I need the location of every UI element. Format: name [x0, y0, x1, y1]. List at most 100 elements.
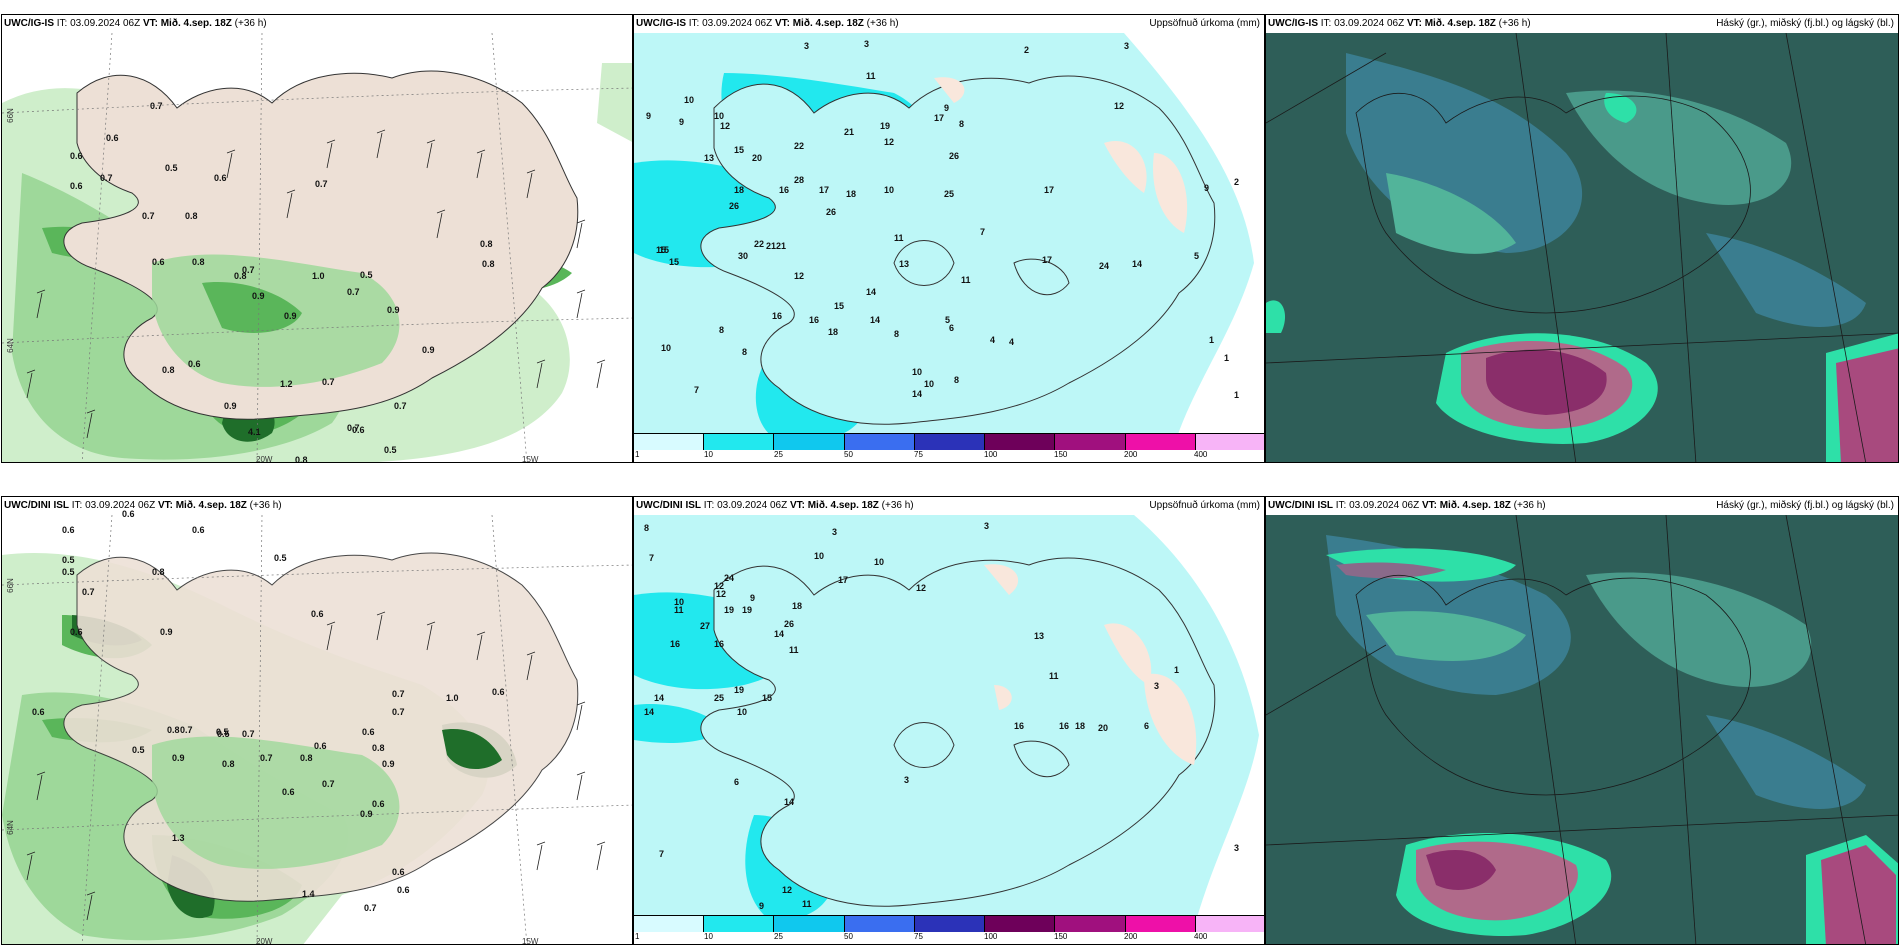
- cloud-map: [1266, 515, 1898, 944]
- precip-label: 16: [809, 315, 820, 325]
- precip-label: 18: [846, 189, 857, 199]
- precip-label: 15: [734, 145, 745, 155]
- precip-label: 2: [1234, 177, 1240, 187]
- precip-label: 6: [1144, 721, 1150, 731]
- precip-label: 14: [784, 797, 795, 807]
- precip-label: 18: [792, 601, 803, 611]
- precip-label: 17: [838, 575, 849, 585]
- colorbar-bin: [985, 916, 1056, 932]
- precip-label: 7: [694, 385, 700, 395]
- rain-label: 0.8: [152, 567, 165, 577]
- lat-label-64n: 64N: [5, 820, 15, 835]
- lon-label-20w: 20W: [256, 937, 273, 945]
- precip-label: 15: [834, 301, 845, 311]
- precip-label: 7: [980, 227, 986, 237]
- rain-label: 0.6: [106, 133, 119, 143]
- colorbar-tick: 10: [704, 450, 713, 459]
- colorbar-bin: [1195, 916, 1264, 932]
- precip-label: 8: [742, 347, 748, 357]
- precip-label: 15: [762, 693, 773, 703]
- rain-label: 0.8: [295, 455, 308, 463]
- colorbar-tick: 100: [984, 450, 998, 459]
- precip-label: 16: [1059, 721, 1070, 731]
- precip-label: 21: [844, 127, 855, 137]
- rain-label: 0.9: [422, 345, 435, 355]
- rain-label: 0.6: [122, 509, 135, 519]
- precip-map: [634, 515, 1264, 928]
- colorbar-tick: 25: [774, 932, 783, 941]
- precip-label: 10: [714, 111, 725, 121]
- precip-label: 20: [1098, 723, 1109, 733]
- rain-label: 0.7: [82, 587, 95, 597]
- rain-label: 0.6: [392, 867, 405, 877]
- lat-label-66n: 66N: [5, 578, 15, 593]
- rain-label: 0.7: [364, 903, 377, 913]
- precip-label: 27: [700, 621, 711, 631]
- rain-label: 0.7: [347, 287, 360, 297]
- rain-label: 0.5: [216, 727, 229, 737]
- precip-label: 19: [742, 605, 753, 615]
- rain-label: 0.6: [397, 885, 410, 895]
- lon-label-20w: 20W: [256, 455, 273, 463]
- rain-label: 0.6: [314, 741, 327, 751]
- precip-label: 22: [754, 239, 765, 249]
- precip-label: 20: [752, 153, 763, 163]
- precip-label: 11: [802, 899, 812, 909]
- precip-label: 16: [670, 639, 681, 649]
- rain-label: 0.6: [372, 799, 385, 809]
- rain-label: 0.7: [392, 689, 405, 699]
- rain-label: 0.6: [352, 425, 365, 435]
- precip-label: 7: [659, 849, 665, 859]
- panel-dini-clouds: UWC/DINI ISL IT: 03.09.2024 06Z VT: Mið.…: [1265, 496, 1899, 945]
- rain-label: 0.7: [322, 377, 335, 387]
- precip-label: 10: [684, 95, 695, 105]
- rain-label: 0.7: [242, 729, 255, 739]
- precip-label: 7: [649, 553, 655, 563]
- panel-subtitle: Háský (gr.), miðský (fj.bl.) og lágský (…: [1716, 18, 1894, 29]
- precip-label: 16: [779, 185, 790, 195]
- colorbar-bin: [914, 434, 986, 450]
- rain-label: 0.5: [217, 729, 230, 739]
- colorbar-bin: [1195, 434, 1264, 450]
- colorbar-bin: [1055, 434, 1126, 450]
- precip-label: 30: [738, 251, 749, 261]
- precip-label: 8: [959, 119, 965, 129]
- precip-label: 9: [944, 103, 950, 113]
- colorbar-bin: [704, 916, 775, 932]
- rain-label: 0.8: [234, 271, 247, 281]
- precip-label: 11: [674, 605, 684, 615]
- colorbar-tick: 400: [1194, 932, 1208, 941]
- precip-label: 17: [1042, 255, 1053, 265]
- rain-label: 0.7: [180, 725, 193, 735]
- precip-label: 14: [644, 707, 655, 717]
- rain-label: 0.6: [32, 707, 45, 717]
- precip-label: 10: [661, 343, 672, 353]
- precip-label: 3: [832, 527, 838, 537]
- precip-label: 18: [1075, 721, 1086, 731]
- rain-label: 0.9: [360, 809, 373, 819]
- precip-label: 13: [704, 153, 715, 163]
- precip-label: 18: [734, 185, 745, 195]
- precip-label: 14: [654, 693, 665, 703]
- rain-label: 0.7: [260, 753, 273, 763]
- precip-label: 12: [720, 121, 731, 131]
- colorbar-tick: 200: [1124, 450, 1138, 459]
- precip-label: 2: [1024, 45, 1030, 55]
- precip-label: 12: [1114, 101, 1125, 111]
- precip-label: 4: [990, 335, 996, 345]
- precip-label: 25: [714, 693, 725, 703]
- precip-label: 3: [804, 41, 810, 51]
- precip-map: [634, 33, 1264, 446]
- colorbar-bin: [704, 434, 775, 450]
- precip-label: 10: [924, 379, 935, 389]
- panel-dini-precip: UWC/DINI ISL IT: 03.09.2024 06Z VT: Mið.…: [633, 496, 1265, 945]
- precip-label: 12: [714, 581, 725, 591]
- precip-label: 11: [894, 233, 904, 243]
- precip-label: 16: [714, 639, 725, 649]
- precip-label: 9: [750, 593, 756, 603]
- colorbar-bin: [634, 434, 705, 450]
- precip-label: 8: [954, 375, 960, 385]
- rain-label: 0.9: [284, 311, 297, 321]
- rain-label: 0.8: [222, 759, 235, 769]
- rain-label: 0.6: [152, 257, 165, 267]
